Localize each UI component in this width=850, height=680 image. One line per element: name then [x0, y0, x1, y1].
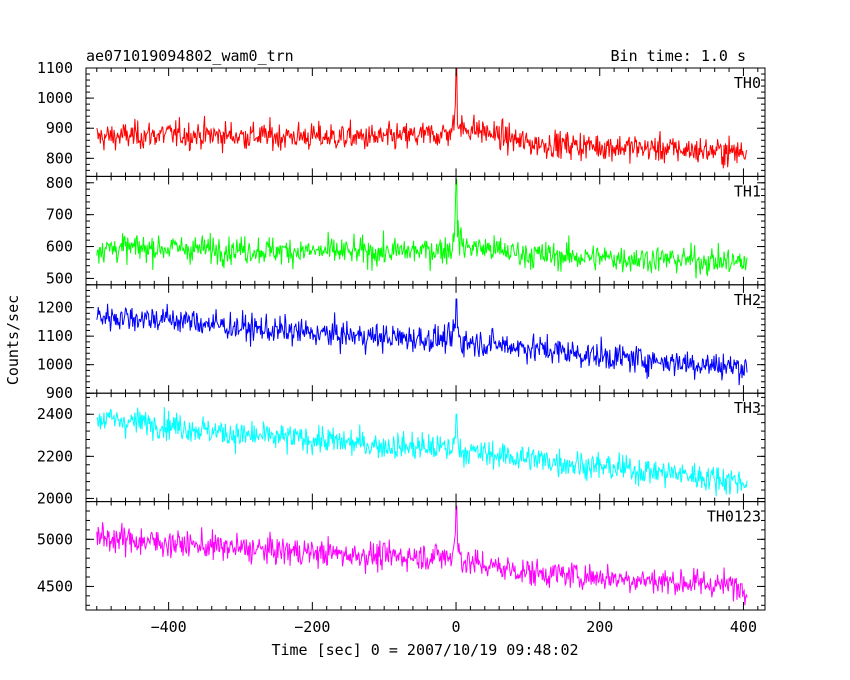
y-tick-label: 700 — [46, 206, 73, 224]
panel-th0: 800 900 1000 1100 TH0 — [37, 59, 766, 177]
y-tick-label: 900 — [46, 384, 73, 402]
y-tick-label: 2000 — [37, 489, 73, 507]
y-tick-label: 2200 — [37, 447, 73, 465]
panel-th1: 500 600 700 800 TH1 — [46, 174, 766, 287]
panel-frame — [85, 501, 766, 611]
series-label-th0: TH0 — [734, 74, 761, 92]
y-tick-label: 2400 — [37, 405, 73, 423]
y-tick-label: 600 — [46, 238, 73, 256]
series-label-th1: TH1 — [734, 182, 761, 200]
panel-frame — [85, 175, 766, 286]
y-tick-label: 1000 — [37, 356, 73, 374]
bin-time-label: Bin time: 1.0 s — [611, 47, 746, 65]
x-tick-label: 400 — [730, 618, 757, 636]
y-tick-label: 800 — [46, 149, 73, 167]
series-trace-th1 — [96, 179, 748, 279]
panel-th2: 900 1000 1100 1200 TH2 — [37, 284, 766, 402]
y-tick-label: 900 — [46, 119, 73, 137]
series-label-th3: TH3 — [734, 399, 761, 417]
panels: 800 900 1000 1100 TH0 500 600 700 800 TH1 900 1000 1… — [37, 59, 766, 636]
y-tick-label: 5000 — [37, 530, 73, 548]
y-tick-label: 500 — [46, 269, 73, 287]
y-tick-label: 800 — [46, 174, 73, 192]
series-label-th2: TH2 — [734, 291, 761, 309]
series-trace-th0123 — [96, 505, 748, 606]
y-tick-label: 1100 — [37, 59, 73, 77]
x-axis-label: Time [sec] 0 = 2007/10/19 09:48:02 — [271, 641, 578, 659]
chart-title: ae071019094802_wam0_trn — [86, 47, 294, 65]
x-tick-label: 200 — [586, 618, 613, 636]
panel-th0123: 4500 5000 TH0123 — [37, 501, 766, 611]
series-label-th0123: TH0123 — [707, 508, 761, 526]
panel-th3: 2000 2200 2400 TH3 — [37, 392, 766, 507]
series-trace-th3 — [96, 407, 748, 497]
x-tick-label: 0 — [452, 618, 461, 636]
series-trace-th0 — [96, 68, 748, 169]
y-tick-label: 4500 — [37, 577, 73, 595]
panel-frame — [85, 392, 766, 503]
x-tick-label: −400 — [151, 618, 187, 636]
y-tick-label: 1100 — [37, 327, 73, 345]
y-axis-label: Counts/sec — [4, 295, 22, 385]
y-tick-label: 1000 — [37, 89, 73, 107]
panel-frame — [85, 67, 766, 177]
x-tick-label: −200 — [294, 618, 330, 636]
series-trace-th2 — [96, 298, 748, 386]
y-tick-label: 1200 — [37, 299, 73, 317]
